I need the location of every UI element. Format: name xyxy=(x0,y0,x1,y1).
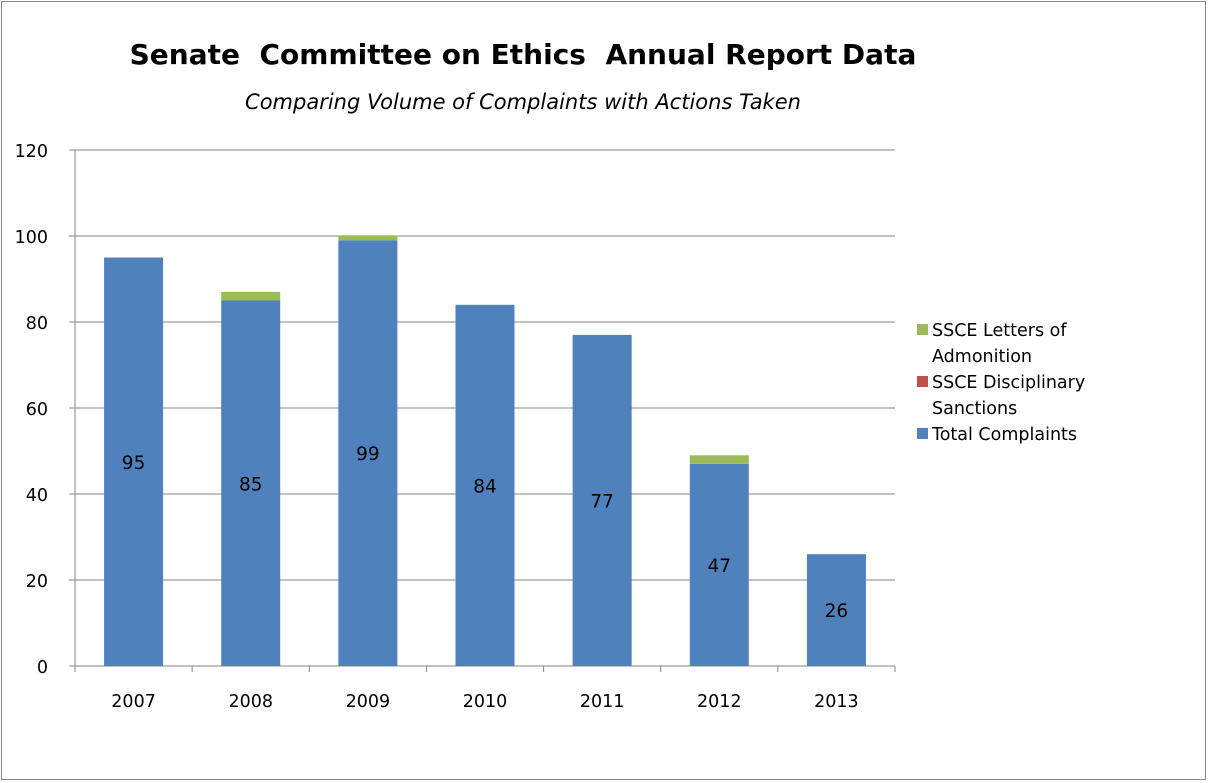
legend-label: Sanctions xyxy=(932,396,1187,422)
legend-swatch xyxy=(917,376,928,387)
bar-ssce-letters-of-admonition-2012 xyxy=(690,455,749,464)
data-label: 26 xyxy=(825,601,849,622)
legend-label: Admonition xyxy=(932,344,1187,370)
y-tick-label: 80 xyxy=(26,314,48,334)
y-tick-label: 100 xyxy=(15,228,48,248)
bar-ssce-letters-of-admonition-2008 xyxy=(221,292,280,301)
legend-label: SSCE Letters of xyxy=(932,318,1187,344)
x-tick-label: 2009 xyxy=(346,692,391,712)
y-tick-label: 20 xyxy=(26,572,48,592)
x-tick-label: 2007 xyxy=(111,692,156,712)
legend-label: Total Complaints xyxy=(932,422,1187,448)
legend-item: SSCE Letters of Admonition xyxy=(917,318,1187,370)
y-tick-label: 120 xyxy=(15,142,48,162)
y-tick-label: 40 xyxy=(26,486,48,506)
x-tick-label: 2011 xyxy=(580,692,625,712)
data-label: 84 xyxy=(473,476,497,497)
y-tick-label: 60 xyxy=(26,400,48,420)
data-label: 99 xyxy=(356,444,380,465)
x-tick-label: 2012 xyxy=(697,692,742,712)
data-label: 95 xyxy=(122,453,146,474)
legend-item: SSCE Disciplinary Sanctions xyxy=(917,370,1187,422)
x-tick-label: 2008 xyxy=(228,692,273,712)
chart-legend: SSCE Letters of Admonition SSCE Disciplina… xyxy=(917,318,1187,448)
data-label: 85 xyxy=(239,474,263,495)
bar-ssce-letters-of-admonition-2009 xyxy=(338,236,397,240)
legend-item: Total Complaints xyxy=(917,422,1187,448)
legend-swatch xyxy=(917,324,928,335)
data-label: 47 xyxy=(708,556,732,577)
x-tick-label: 2010 xyxy=(463,692,508,712)
y-tick-label: 0 xyxy=(37,658,48,678)
x-tick-label: 2013 xyxy=(814,692,859,712)
legend-label: SSCE Disciplinary xyxy=(932,370,1187,396)
data-label: 77 xyxy=(590,491,614,512)
legend-swatch xyxy=(917,428,928,439)
